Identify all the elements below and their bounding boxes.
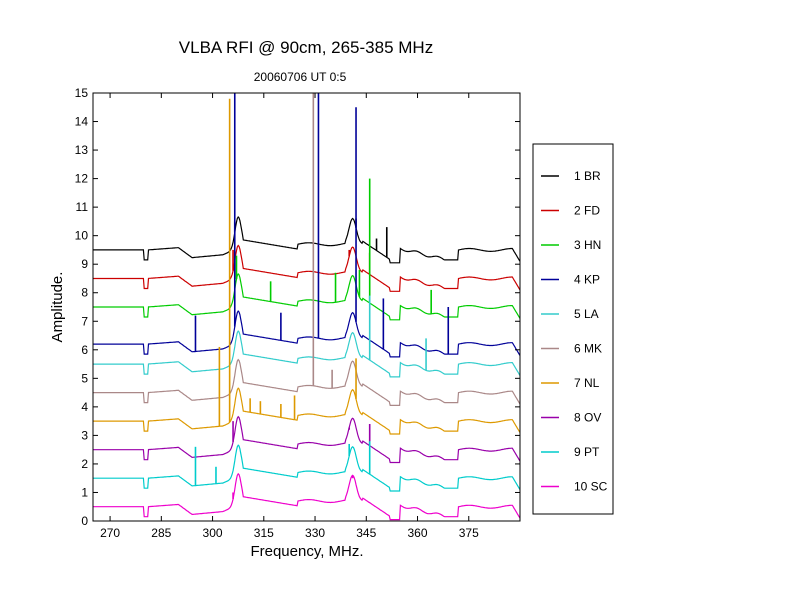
- series-line-10: [93, 472, 521, 521]
- x-tick-label: 270: [100, 526, 120, 540]
- legend-label: 9 PT: [574, 445, 600, 459]
- y-axis-label: Amplitude.: [49, 272, 66, 343]
- legend-label: 7 NL: [574, 376, 600, 390]
- legend-label: 4 KP: [574, 273, 600, 287]
- chart-title: VLBA RFI @ 90cm, 265-385 MHz: [179, 38, 433, 57]
- y-tick-label: 8: [81, 286, 88, 300]
- x-tick-label: 300: [203, 526, 223, 540]
- series-line-9: [93, 444, 521, 492]
- y-tick-label: 15: [75, 86, 89, 100]
- series-line-7: [93, 387, 521, 435]
- y-tick-label: 13: [75, 143, 89, 157]
- x-tick-label: 345: [356, 526, 376, 540]
- legend-label: 2 FD: [574, 204, 600, 218]
- legend-label: 10 SC: [574, 480, 608, 494]
- y-tick-label: 1: [81, 485, 88, 499]
- x-tick-label: 375: [459, 526, 479, 540]
- legend-box: [532, 143, 614, 515]
- legend-label: 5 LA: [574, 307, 599, 321]
- legend-label: 3 HN: [574, 238, 601, 252]
- plot-frame: [92, 92, 521, 522]
- legend-label: 8 OV: [574, 411, 601, 425]
- y-tick-label: 12: [75, 172, 89, 186]
- legend-label: 6 MK: [574, 342, 602, 356]
- y-tick-label: 10: [75, 229, 89, 243]
- x-axis: 270 285 300 315 330 345 360 375: [100, 93, 479, 540]
- y-tick-label: 2: [81, 457, 88, 471]
- y-tick-label: 7: [81, 314, 88, 328]
- x-tick-label: 330: [305, 526, 325, 540]
- x-tick-label: 315: [254, 526, 274, 540]
- legend-label: 1 BR: [574, 169, 601, 183]
- series-line-2: [93, 244, 521, 292]
- y-tick-label: 6: [81, 343, 88, 357]
- series-line-5: [93, 330, 521, 378]
- series-line-6: [93, 358, 521, 406]
- series-line-4: [93, 310, 521, 358]
- y-tick-label: 4: [81, 400, 88, 414]
- x-tick-label: 360: [408, 526, 428, 540]
- series-line-3: [93, 273, 521, 321]
- y-tick-label: 0: [81, 514, 88, 528]
- y-tick-label: 14: [75, 115, 89, 129]
- legend: 1 BR 2 FD 3 HN 4 KP 5 LA 6 MK 7 NL 8 OV 9 PT 10 S…: [541, 169, 608, 494]
- series-line-1: [93, 216, 521, 264]
- y-tick-label: 5: [81, 371, 88, 385]
- y-tick-label: 9: [81, 257, 88, 271]
- x-tick-label: 285: [151, 526, 171, 540]
- series-line-8: [93, 415, 521, 464]
- x-axis-label: Frequency, MHz.: [250, 543, 363, 560]
- series-layer: [93, 93, 521, 521]
- chart-subtitle: 20060706 UT 0:5: [254, 70, 347, 84]
- y-tick-label: 11: [76, 200, 89, 214]
- y-tick-label: 3: [81, 428, 88, 442]
